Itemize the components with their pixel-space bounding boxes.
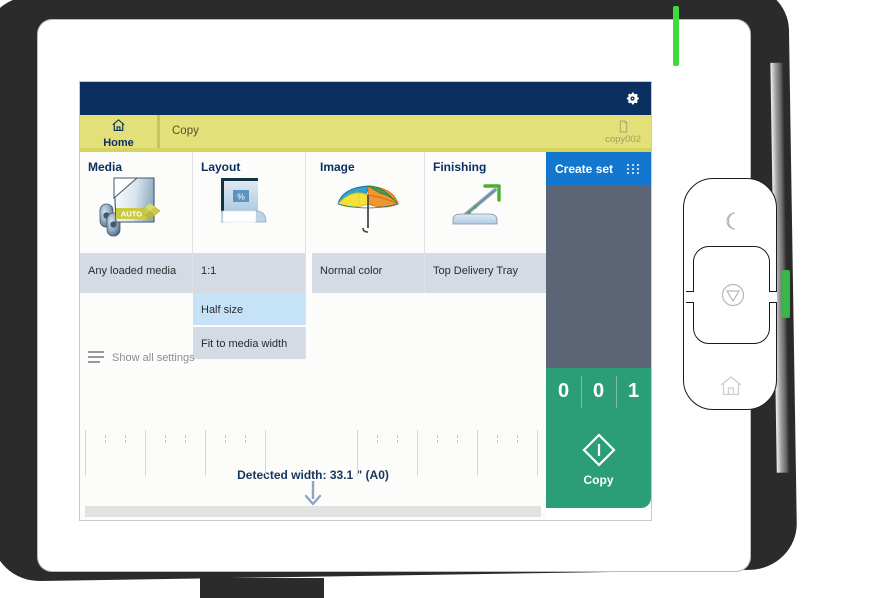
svg-text:%: % xyxy=(237,192,245,202)
svg-text:AUTO: AUTO xyxy=(121,209,142,218)
